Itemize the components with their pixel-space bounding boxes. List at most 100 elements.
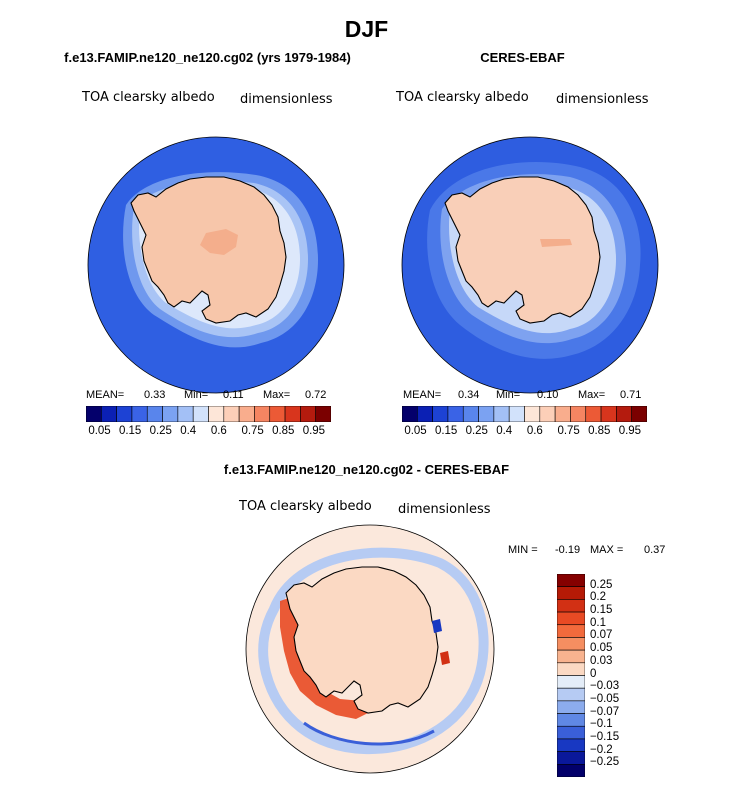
diff-ocean-ring-neg <box>258 547 489 755</box>
obs-colorbar-tick: 0.75 <box>557 425 580 437</box>
model-colorbar-swatch <box>269 406 286 422</box>
obs-colorbar-swatch <box>600 406 617 422</box>
model-colorbar-tick: 0.95 <box>302 425 326 437</box>
model-min-label: Min= <box>184 389 209 401</box>
diff-field-label: TOA clearsky albedo <box>239 499 372 514</box>
obs-colorbar-swatch <box>616 406 632 422</box>
diff-east-coast-pos <box>440 651 450 665</box>
obs-colorbar-tick: 0.85 <box>588 425 611 437</box>
model-colorbar-swatch <box>131 406 148 422</box>
model-colorbar-swatch <box>238 406 255 422</box>
diff-max-value: 0.37 <box>644 544 666 556</box>
diff-colorbar-tick: −0.25 <box>590 756 620 769</box>
diff-colorbar-swatch <box>557 637 585 651</box>
diff-min-label: MIN = <box>508 544 538 556</box>
figure-title: DJF <box>344 16 389 42</box>
obs-colorbar-tick: 0.05 <box>404 425 427 437</box>
model-colorbar-swatch <box>315 406 331 422</box>
diff-colorbar-tick: 0.1 <box>590 616 606 629</box>
model-colorbar-swatch <box>208 406 225 422</box>
obs-max-label: Max= <box>578 389 606 401</box>
diff-colorbar-swatch <box>557 599 585 613</box>
obs-colorbar-swatch <box>417 406 433 422</box>
model-colorbar-ticks: 0.05 0.15 0.25 0.4 0.6 0.75 0.85 0.95 <box>86 425 331 441</box>
obs-colorbar-swatch <box>478 406 495 422</box>
diff-colorbar-tick: 0.05 <box>590 642 613 655</box>
obs-antarctica <box>444 176 601 324</box>
model-colorbar-tick: 0.15 <box>118 425 142 437</box>
diff-min-value: -0.19 <box>555 544 581 556</box>
obs-colorbar-swatch <box>585 406 602 422</box>
model-panel-title: f.e13.FAMIP.ne120_ne120.cg02 (yrs 1979-1… <box>64 50 351 65</box>
diff-colorbar-tick: −0.1 <box>590 718 613 731</box>
model-units-label: dimensionless <box>240 92 333 107</box>
diff-colorbar-swatch <box>557 611 585 626</box>
diff-colorbar-tick: 0.25 <box>590 578 613 591</box>
diff-peninsula-pos <box>280 597 372 719</box>
diff-colorbar-tick: 0.03 <box>590 654 613 667</box>
obs-mean-label: MEAN= <box>403 389 442 401</box>
model-colorbar-tick: 0.85 <box>272 425 295 437</box>
model-colorbar-swatch <box>116 406 133 422</box>
model-colorbar-tick: 0.6 <box>210 425 227 437</box>
obs-colorbar-tick: 0.15 <box>434 425 458 437</box>
obs-colorbar-tick: 0.6 <box>526 425 543 437</box>
diff-colorbar-swatch <box>557 662 585 676</box>
model-mean-value: 0.33 <box>144 389 166 401</box>
obs-colorbar-tick: 0.4 <box>496 425 513 437</box>
obs-colorbar-swatch <box>462 406 479 422</box>
obs-colorbar-swatch <box>631 406 647 422</box>
diff-ocean-ring-neg-strong <box>303 721 435 746</box>
model-colorbar-tick: 0.05 <box>88 425 111 437</box>
model-colorbar <box>86 406 331 422</box>
model-min-value: 0.11 <box>223 389 244 401</box>
model-colorbar-swatch <box>192 406 209 422</box>
obs-panel-title: CERES-EBAF <box>480 50 565 65</box>
model-colorbar-swatch <box>254 406 271 422</box>
obs-colorbar-ticks: 0.05 0.15 0.25 0.4 0.6 0.75 0.85 0.95 <box>402 425 647 441</box>
model-colorbar-tick: 0.4 <box>180 425 197 437</box>
obs-colorbar-swatch <box>402 406 418 422</box>
model-colorbar-swatch <box>177 406 194 422</box>
diff-colorbar-tick: 0.07 <box>590 629 613 642</box>
diff-colorbar-swatch <box>557 649 585 664</box>
diff-colorbar-tick: −0.07 <box>590 705 620 718</box>
obs-interior-high-albedo <box>540 239 572 247</box>
model-colorbar-swatch <box>223 406 240 422</box>
diff-colorbar-tick: −0.2 <box>590 743 613 756</box>
diff-colorbar-tick: −0.15 <box>590 730 620 743</box>
obs-colorbar-swatch <box>539 406 556 422</box>
model-max-value: 0.72 <box>305 389 327 401</box>
diff-colorbar-swatch <box>557 725 585 740</box>
model-colorbar-swatch <box>86 406 102 422</box>
obs-colorbar-swatch <box>432 406 449 422</box>
diff-colorbar-tick: 0 <box>590 667 597 680</box>
diff-colorbar-swatch <box>557 751 585 765</box>
diff-colorbar-swatch <box>557 738 585 752</box>
diff-colorbar-swatch <box>557 624 585 638</box>
model-colorbar-swatch <box>101 406 117 422</box>
obs-colorbar-swatch <box>447 406 464 422</box>
model-field-label: TOA clearsky albedo <box>82 90 215 105</box>
diff-antarctica <box>285 566 439 714</box>
model-colorbar-swatch <box>146 406 163 422</box>
model-max-label: Max= <box>263 389 291 401</box>
obs-min-label: Min= <box>496 389 521 401</box>
diff-colorbar-tick: 0.15 <box>590 604 613 617</box>
model-colorbar-tick: 0.75 <box>241 425 264 437</box>
obs-colorbar <box>402 406 647 422</box>
diff-colorbar <box>557 574 585 777</box>
diff-colorbar-tick: 0.2 <box>590 591 606 604</box>
diff-colorbar-swatch <box>557 586 585 600</box>
diff-panel-title: f.e13.FAMIP.ne120_ne120.cg02 - CERES-EBA… <box>223 462 510 477</box>
diff-colorbar-swatch <box>557 675 585 689</box>
obs-colorbar-tick: 0.25 <box>465 425 488 437</box>
diff-colorbar-swatch <box>557 687 585 702</box>
obs-mean-value: 0.34 <box>458 389 480 401</box>
diff-colorbar-swatch <box>557 700 585 714</box>
obs-colorbar-swatch <box>570 406 587 422</box>
diff-colorbar-tick: −0.05 <box>590 692 620 705</box>
obs-units-label: dimensionless <box>556 92 649 107</box>
model-polar-map <box>87 136 345 394</box>
model-colorbar-swatch <box>284 406 301 422</box>
